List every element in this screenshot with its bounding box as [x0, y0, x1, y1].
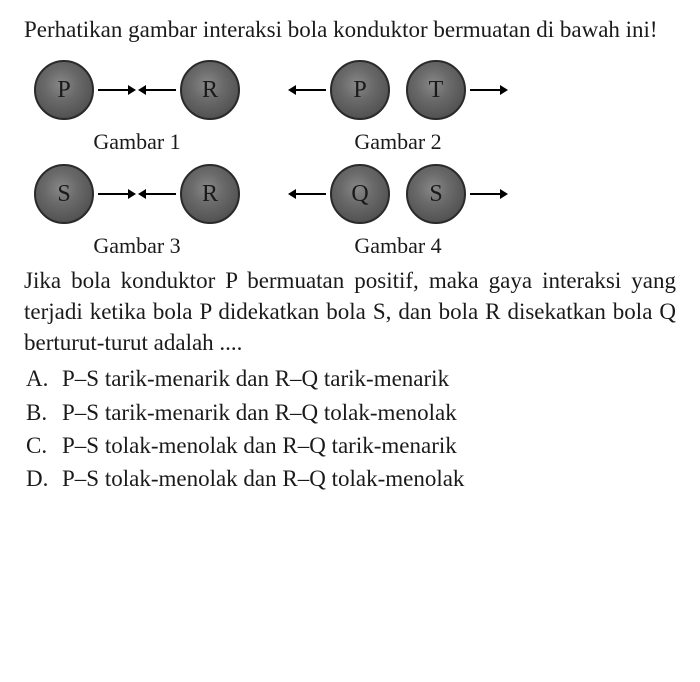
figure-2-caption: Gambar 2	[354, 129, 441, 155]
ball-p-fig1: P	[34, 60, 94, 120]
figure-1-content: P R	[34, 57, 240, 123]
figure-4: Q S Gambar 4	[288, 161, 508, 259]
option-letter: B.	[26, 396, 62, 429]
option-b: B. P–S tarik-menarik dan R–Q tolak-menol…	[26, 396, 676, 429]
options-list: A. P–S tarik-menarik dan R–Q tarik-menar…	[24, 362, 676, 495]
arrow-left-icon	[138, 184, 178, 204]
arrow-right-icon	[468, 184, 508, 204]
arrow-left-icon	[288, 184, 328, 204]
figure-4-caption: Gambar 4	[354, 233, 441, 259]
arrow-left-icon	[138, 80, 178, 100]
option-letter: D.	[26, 462, 62, 495]
option-letter: C.	[26, 429, 62, 462]
option-c: C. P–S tolak-menolak dan R–Q tarik-menar…	[26, 429, 676, 462]
ball-s-fig3: S	[34, 164, 94, 224]
figure-3-caption: Gambar 3	[93, 233, 180, 259]
ball-r-fig3: R	[180, 164, 240, 224]
option-text: P–S tolak-menolak dan R–Q tolak-menolak	[62, 462, 464, 495]
option-a: A. P–S tarik-menarik dan R–Q tarik-menar…	[26, 362, 676, 395]
option-letter: A.	[26, 362, 62, 395]
arrow-left-icon	[288, 80, 328, 100]
question-intro: Perhatikan gambar interaksi bola kondukt…	[24, 14, 676, 45]
ball-s-fig4: S	[406, 164, 466, 224]
figure-3-content: S R	[34, 161, 240, 227]
figures-row-2: S R Gambar 3 Q S Gambar 4	[24, 161, 676, 259]
option-d: D. P–S tolak-menolak dan R–Q tolak-menol…	[26, 462, 676, 495]
figure-1: P R Gambar 1	[34, 57, 240, 155]
arrow-right-icon	[96, 184, 136, 204]
figure-2-content: P T	[288, 57, 508, 123]
figure-2: P T Gambar 2	[288, 57, 508, 155]
figure-1-caption: Gambar 1	[93, 129, 180, 155]
arrow-right-icon	[96, 80, 136, 100]
question-body: Jika bola konduktor P bermuatan positif,…	[24, 265, 676, 358]
option-text: P–S tarik-menarik dan R–Q tarik-menarik	[62, 362, 449, 395]
figure-4-content: Q S	[288, 161, 508, 227]
option-text: P–S tolak-menolak dan R–Q tarik-menarik	[62, 429, 457, 462]
option-text: P–S tarik-menarik dan R–Q tolak-menolak	[62, 396, 457, 429]
ball-p-fig2: P	[330, 60, 390, 120]
ball-r-fig1: R	[180, 60, 240, 120]
figure-3: S R Gambar 3	[34, 161, 240, 259]
ball-q-fig4: Q	[330, 164, 390, 224]
ball-t-fig2: T	[406, 60, 466, 120]
arrow-right-icon	[468, 80, 508, 100]
figures-row-1: P R Gambar 1 P T Gambar 2	[24, 57, 676, 155]
